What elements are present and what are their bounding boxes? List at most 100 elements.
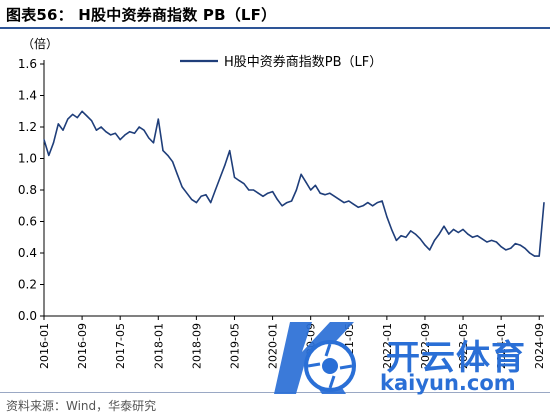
data-point <box>186 192 188 194</box>
data-point <box>476 235 478 237</box>
data-point <box>343 202 345 204</box>
data-point <box>405 236 407 238</box>
data-point <box>91 120 93 122</box>
data-point <box>72 113 74 115</box>
data-point <box>462 228 464 230</box>
data-point <box>172 161 174 163</box>
data-point <box>429 249 431 251</box>
data-point <box>529 252 531 254</box>
data-point <box>381 200 383 202</box>
data-point <box>143 129 145 131</box>
watermark-logo <box>274 322 356 394</box>
x-tick-label: 2023-05 <box>457 323 470 369</box>
y-tick-label: 1.2 <box>18 120 37 134</box>
data-point <box>67 118 69 120</box>
data-point <box>219 176 221 178</box>
data-point <box>491 239 493 241</box>
data-point <box>129 131 131 133</box>
data-point <box>367 202 369 204</box>
data-point <box>472 236 474 238</box>
data-point <box>543 202 545 204</box>
data-point <box>276 198 278 200</box>
data-point <box>295 189 297 191</box>
data-point <box>76 117 78 119</box>
data-point <box>286 202 288 204</box>
x-tick-label: 2018-09 <box>190 323 203 369</box>
data-point <box>452 228 455 230</box>
data-point <box>329 192 331 194</box>
data-point <box>119 139 121 141</box>
data-point <box>391 228 393 230</box>
data-point <box>438 233 440 235</box>
data-point <box>305 181 307 183</box>
data-point <box>248 189 250 191</box>
data-point <box>252 189 255 191</box>
data-point <box>443 225 445 227</box>
watermark-brand-url: kaiyun.com <box>380 371 516 395</box>
data-point <box>195 202 197 204</box>
data-point <box>124 134 126 136</box>
data-point <box>133 132 136 134</box>
data-point <box>81 110 83 112</box>
data-point <box>410 230 412 232</box>
data-point <box>314 184 316 186</box>
data-point <box>467 233 469 235</box>
y-tick-label: 0.0 <box>18 309 37 323</box>
data-point <box>229 150 231 152</box>
data-point <box>95 129 97 131</box>
x-tick-label: 2024-09 <box>533 323 546 369</box>
data-point <box>57 123 59 125</box>
data-point <box>210 202 212 204</box>
data-point <box>500 246 502 248</box>
data-point <box>176 173 178 175</box>
data-point <box>86 115 88 117</box>
data-point <box>243 183 245 185</box>
data-point <box>414 233 416 235</box>
data-point <box>324 194 326 196</box>
data-point <box>457 231 459 234</box>
y-tick-label: 1.6 <box>18 57 37 71</box>
data-point <box>400 235 402 237</box>
y-tick-label: 0.2 <box>18 278 37 292</box>
data-point <box>419 238 421 240</box>
x-tick-label: 2022-01 <box>381 323 394 369</box>
y-tick-label: 1.0 <box>18 152 37 166</box>
data-point <box>538 255 540 257</box>
x-tick-label: 2019-05 <box>228 323 241 369</box>
legend: H股中资券商指数PB（LF） <box>180 54 382 70</box>
x-tick-label: 2020-01 <box>267 323 280 369</box>
data-point <box>481 238 483 240</box>
data-point <box>224 164 226 166</box>
data-point <box>433 239 436 241</box>
data-point <box>43 139 45 141</box>
y-tick-label: 0.6 <box>18 215 37 229</box>
data-point <box>100 126 102 128</box>
x-tick-label: 2024-01 <box>495 323 508 369</box>
data-point <box>162 150 164 152</box>
data-point <box>300 173 302 175</box>
y-tick-label: 1.4 <box>18 89 37 103</box>
data-point <box>214 189 216 191</box>
data-point <box>205 194 207 196</box>
data-point <box>338 198 340 200</box>
title-rule <box>0 27 550 29</box>
data-point <box>267 192 269 194</box>
data-point <box>52 142 55 144</box>
y-tick-label: 0.8 <box>18 183 37 197</box>
data-point <box>200 195 202 197</box>
data-point <box>48 154 50 156</box>
data-point <box>272 191 274 193</box>
data-point <box>372 205 374 207</box>
data-point <box>138 126 140 128</box>
data-point <box>333 195 336 197</box>
data-point <box>533 255 536 257</box>
series-group <box>43 110 545 257</box>
data-point <box>291 200 293 202</box>
data-point <box>105 131 107 133</box>
data-point <box>376 202 378 204</box>
data-point <box>362 205 364 207</box>
x-tick-label: 2016-09 <box>76 323 89 369</box>
x-tick-label: 2018-01 <box>152 323 165 369</box>
series-line <box>43 110 545 257</box>
figure-title: 图表56： H股中资券商指数 PB（LF） <box>6 6 277 24</box>
